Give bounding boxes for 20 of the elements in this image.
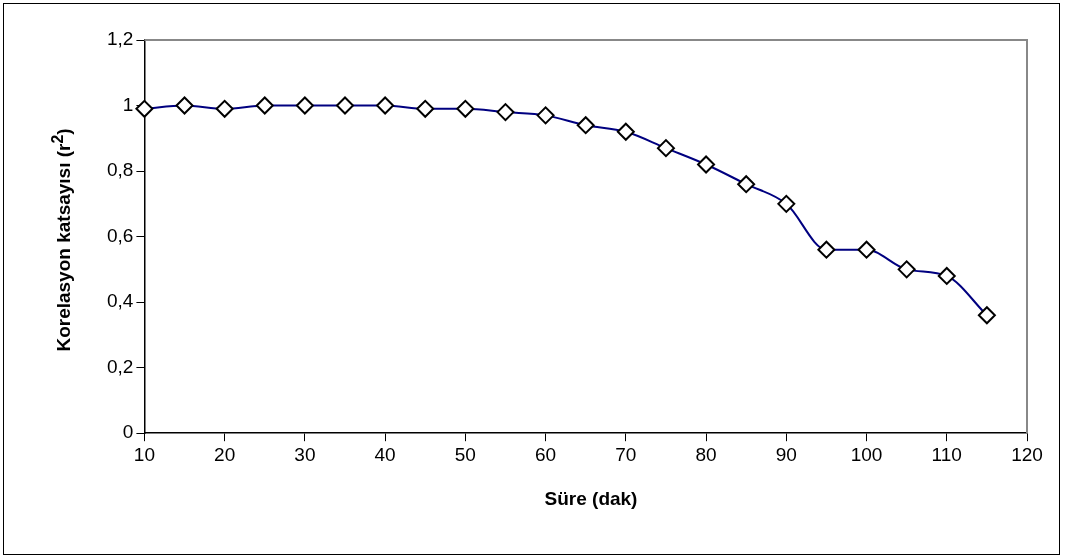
x-tick-label: 80 xyxy=(695,443,717,465)
y-tick-label: 0,2 xyxy=(106,355,134,377)
y-tick-label: 1 xyxy=(122,93,134,115)
x-tick-label: 90 xyxy=(775,443,797,465)
x-tick-label: 70 xyxy=(615,443,637,465)
x-tick-label: 50 xyxy=(454,443,476,465)
x-tick-label: 20 xyxy=(214,443,236,465)
y-tick-label: 0,4 xyxy=(106,290,134,312)
y-tick-label: 0,6 xyxy=(106,224,134,246)
y-tick-label: 1,2 xyxy=(106,28,134,50)
x-axis-title: Süre (dak) xyxy=(544,488,638,510)
x-tick-label: 40 xyxy=(374,443,396,465)
x-tick-label: 10 xyxy=(133,443,155,465)
x-tick-label: 120 xyxy=(1011,443,1043,465)
y-tick-label: 0 xyxy=(122,421,134,443)
x-tick-label: 30 xyxy=(294,443,316,465)
x-tick-label: 110 xyxy=(931,443,962,465)
x-tick-label: 100 xyxy=(850,443,883,465)
x-tick-label: 60 xyxy=(535,443,557,465)
y-tick-label: 0,8 xyxy=(106,159,134,181)
